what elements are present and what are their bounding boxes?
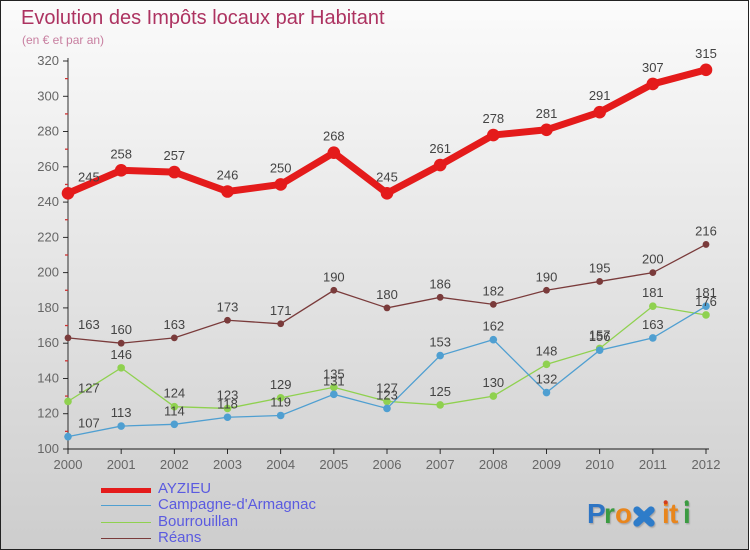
svg-text:123: 123 bbox=[376, 387, 398, 402]
svg-text:2002: 2002 bbox=[160, 457, 189, 472]
svg-text:2007: 2007 bbox=[426, 457, 455, 472]
svg-text:280: 280 bbox=[37, 124, 59, 139]
svg-text:P: P bbox=[587, 498, 606, 529]
svg-text:180: 180 bbox=[37, 300, 59, 315]
svg-text:278: 278 bbox=[482, 111, 504, 126]
svg-text:2008: 2008 bbox=[479, 457, 508, 472]
svg-text:2006: 2006 bbox=[373, 457, 402, 472]
svg-text:146: 146 bbox=[110, 347, 132, 362]
svg-text:2000: 2000 bbox=[54, 457, 83, 472]
svg-text:119: 119 bbox=[270, 394, 291, 409]
svg-text:2005: 2005 bbox=[319, 457, 348, 472]
svg-text:258: 258 bbox=[110, 146, 132, 161]
svg-text:129: 129 bbox=[270, 377, 292, 392]
svg-text:240: 240 bbox=[37, 194, 59, 209]
svg-text:245: 245 bbox=[78, 169, 100, 184]
svg-text:216: 216 bbox=[695, 223, 717, 238]
svg-text:107: 107 bbox=[78, 416, 100, 431]
svg-text:2003: 2003 bbox=[213, 457, 242, 472]
svg-text:118: 118 bbox=[217, 396, 238, 411]
svg-text:r: r bbox=[604, 498, 615, 529]
svg-text:130: 130 bbox=[482, 375, 504, 390]
svg-text:261: 261 bbox=[429, 141, 451, 156]
svg-text:307: 307 bbox=[642, 60, 664, 75]
svg-text:182: 182 bbox=[482, 283, 504, 298]
svg-text:124: 124 bbox=[163, 386, 185, 401]
svg-text:162: 162 bbox=[482, 319, 504, 334]
svg-text:o: o bbox=[615, 498, 632, 529]
svg-text:195: 195 bbox=[589, 260, 611, 275]
svg-text:120: 120 bbox=[37, 406, 59, 421]
svg-text:2009: 2009 bbox=[532, 457, 561, 472]
svg-text:125: 125 bbox=[429, 384, 451, 399]
svg-text:163: 163 bbox=[642, 317, 664, 332]
svg-text:300: 300 bbox=[37, 88, 59, 103]
svg-text:2001: 2001 bbox=[107, 457, 136, 472]
svg-text:2012: 2012 bbox=[692, 457, 721, 472]
svg-text:220: 220 bbox=[37, 229, 59, 244]
svg-text:113: 113 bbox=[111, 405, 132, 420]
svg-text:190: 190 bbox=[323, 269, 345, 284]
svg-text:200: 200 bbox=[37, 265, 59, 280]
svg-text:163: 163 bbox=[163, 317, 185, 332]
svg-text:320: 320 bbox=[37, 53, 59, 68]
svg-text:153: 153 bbox=[429, 335, 451, 350]
svg-text:127: 127 bbox=[78, 380, 100, 395]
svg-text:140: 140 bbox=[37, 370, 59, 385]
svg-text:2010: 2010 bbox=[585, 457, 614, 472]
svg-text:281: 281 bbox=[536, 106, 558, 121]
svg-text:131: 131 bbox=[323, 373, 345, 388]
svg-text:160: 160 bbox=[110, 322, 132, 337]
svg-text:260: 260 bbox=[37, 159, 59, 174]
svg-text:257: 257 bbox=[163, 148, 185, 163]
svg-text:t: t bbox=[669, 498, 678, 529]
svg-text:114: 114 bbox=[164, 403, 185, 418]
svg-text:181: 181 bbox=[642, 285, 664, 300]
svg-text:315: 315 bbox=[695, 46, 717, 61]
svg-text:200: 200 bbox=[642, 252, 664, 267]
svg-text:163: 163 bbox=[78, 317, 100, 332]
svg-text:156: 156 bbox=[589, 329, 611, 344]
svg-text:171: 171 bbox=[270, 303, 292, 318]
svg-text:246: 246 bbox=[217, 168, 239, 183]
svg-text:132: 132 bbox=[536, 372, 558, 387]
svg-text:181: 181 bbox=[695, 285, 717, 300]
svg-text:291: 291 bbox=[589, 88, 611, 103]
svg-text:160: 160 bbox=[37, 335, 59, 350]
svg-text:2011: 2011 bbox=[639, 457, 667, 472]
svg-text:148: 148 bbox=[536, 343, 558, 358]
svg-text:173: 173 bbox=[217, 299, 239, 314]
svg-text:245: 245 bbox=[376, 169, 398, 184]
svg-text:190: 190 bbox=[536, 269, 558, 284]
svg-text:180: 180 bbox=[376, 287, 398, 302]
svg-text:186: 186 bbox=[429, 276, 451, 291]
svg-text:100: 100 bbox=[37, 441, 59, 456]
svg-text:268: 268 bbox=[323, 129, 345, 144]
svg-text:250: 250 bbox=[270, 160, 292, 175]
svg-text:2004: 2004 bbox=[266, 457, 295, 472]
